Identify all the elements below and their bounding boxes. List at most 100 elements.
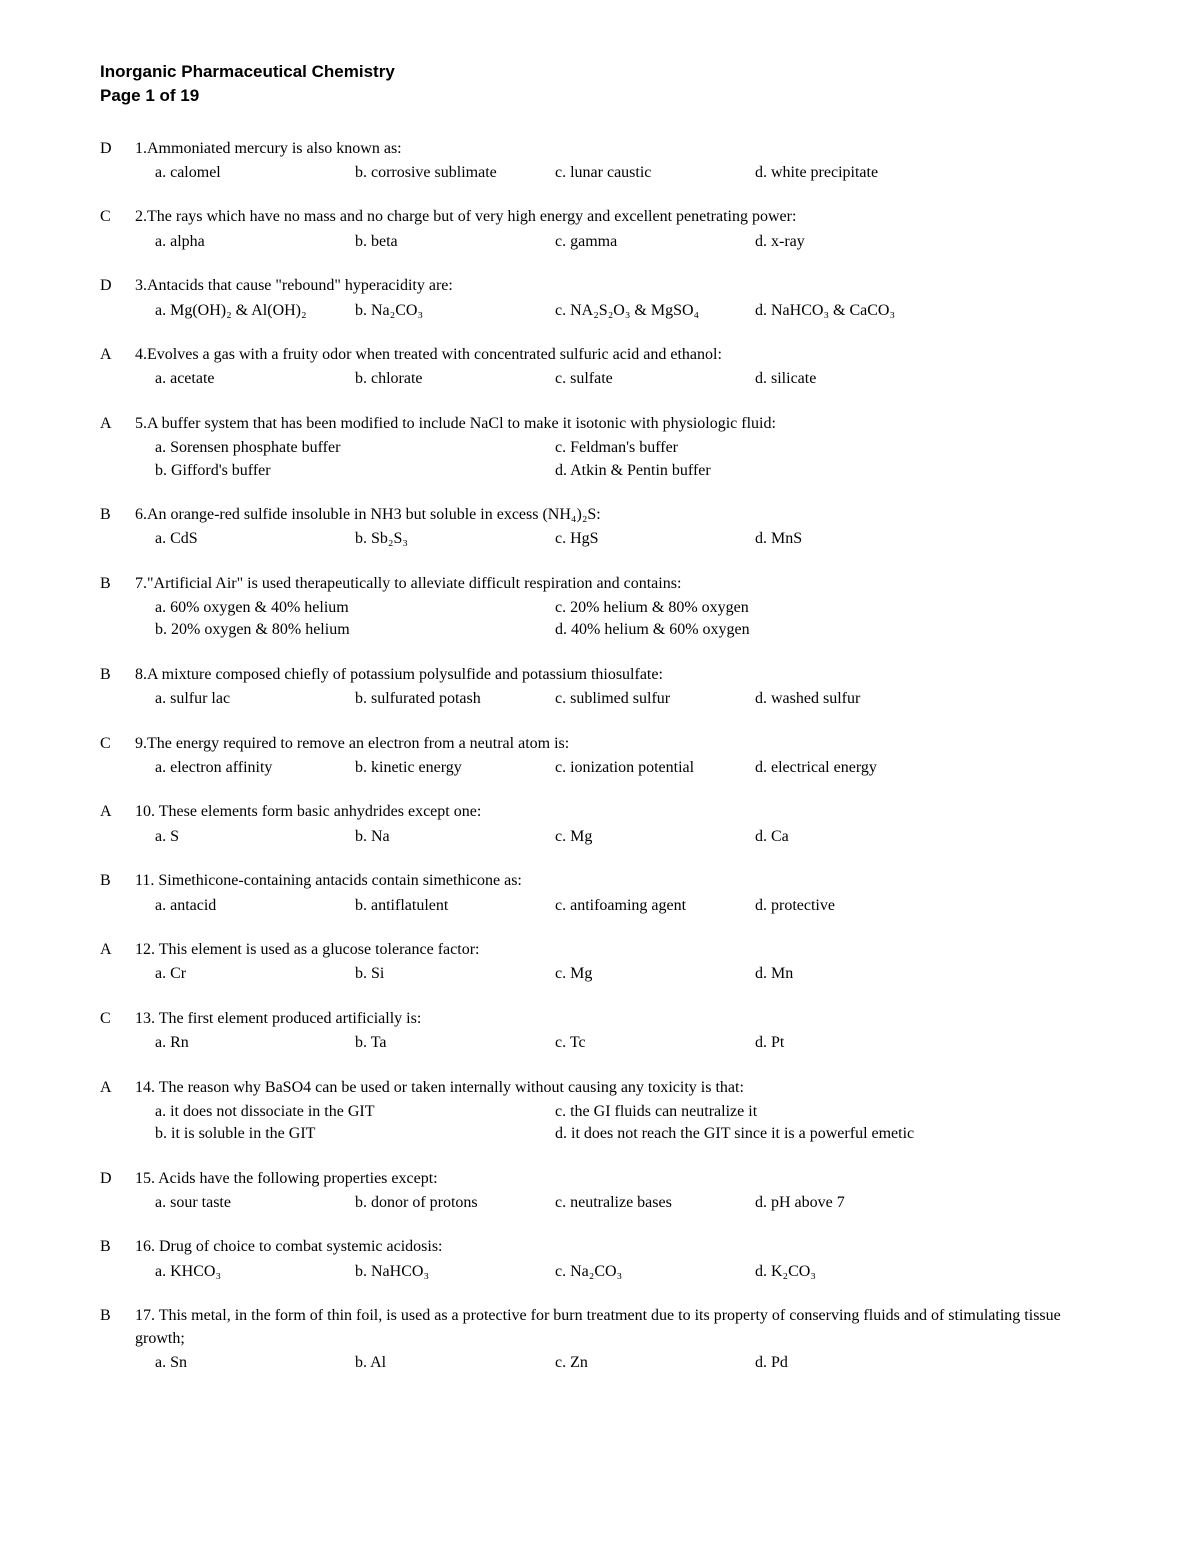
option-item: d. Mn (755, 963, 955, 985)
answer-letter: B (100, 573, 135, 642)
option-item: b. NaHCO₃ (355, 1261, 555, 1283)
answer-letter: A (100, 1077, 135, 1146)
question-content: 17. This metal, in the form of thin foil… (135, 1305, 1100, 1374)
options-grid: a. Crb. Sic. Mgd. Mn (135, 963, 1100, 985)
question-prompt: Evolves a gas with a fruity odor when tr… (147, 346, 722, 363)
option-item: d. washed sulfur (755, 688, 955, 710)
question-number: 7. (135, 575, 147, 592)
options-grid: a. KHCO₃b. NaHCO₃c. Na₂CO₃d. K₂CO₃ (135, 1261, 1100, 1283)
option-item: a. it does not dissociate in the GIT (155, 1101, 555, 1123)
option-item: b. sulfurated potash (355, 688, 555, 710)
option-item: a. electron affinity (155, 757, 355, 779)
question-text: 4.Evolves a gas with a fruity odor when … (135, 344, 1100, 366)
option-item: a. Rn (155, 1032, 355, 1054)
option-item: c. HgS (555, 528, 755, 550)
answer-letter: B (100, 1305, 135, 1374)
question-text: 17. This metal, in the form of thin foil… (135, 1305, 1100, 1350)
option-item: a. sour taste (155, 1192, 355, 1214)
option-item: c. 20% helium & 80% oxygen (555, 597, 955, 619)
question-prompt: Ammoniated mercury is also known as: (147, 140, 402, 157)
option-item: a. antacid (155, 895, 355, 917)
option-item: a. acetate (155, 368, 355, 390)
question-row: C2.The rays which have no mass and no ch… (100, 206, 1100, 253)
question-row: C13. The first element produced artifici… (100, 1008, 1100, 1055)
option-item: a. alpha (155, 231, 355, 253)
question-content: 13. The first element produced artificia… (135, 1008, 1100, 1055)
question-content: 4.Evolves a gas with a fruity odor when … (135, 344, 1100, 391)
option-item: c. lunar caustic (555, 162, 755, 184)
options-grid: a. sulfur lacb. sulfurated potashc. subl… (135, 688, 1100, 710)
option-item: d. electrical energy (755, 757, 955, 779)
answer-letter: A (100, 344, 135, 391)
options-grid: a. Rnb. Tac. Tcd. Pt (135, 1032, 1100, 1054)
options-grid: a. electron affinityb. kinetic energyc. … (135, 757, 1100, 779)
option-item: d. K₂CO₃ (755, 1261, 955, 1283)
answer-letter: B (100, 1236, 135, 1283)
question-number: 17. (135, 1307, 155, 1324)
option-item: a. Sorensen phosphate buffer (155, 437, 555, 459)
option-item: c. Tc (555, 1032, 755, 1054)
question-number: 16. (135, 1238, 155, 1255)
option-item: c. the GI fluids can neutralize it (555, 1101, 1055, 1123)
question-row: A5.A buffer system that has been modifie… (100, 413, 1100, 482)
question-prompt: Antacids that cause "rebound" hyperacidi… (147, 277, 453, 294)
answer-letter: B (100, 870, 135, 917)
question-number: 10. (135, 803, 155, 820)
option-item: c. ionization potential (555, 757, 755, 779)
option-item: c. Mg (555, 826, 755, 848)
question-content: 15. Acids have the following properties … (135, 1168, 1100, 1215)
option-item: c. Mg (555, 963, 755, 985)
options-grid: a. CdSb. Sb₂S₃c. HgSd. MnS (135, 528, 1100, 550)
option-item: d. protective (755, 895, 955, 917)
question-row: B7."Artificial Air" is used therapeutica… (100, 573, 1100, 642)
options-grid: a. acetateb. chloratec. sulfated. silica… (135, 368, 1100, 390)
question-prompt: These elements form basic anhydrides exc… (155, 803, 481, 820)
option-item: d. pH above 7 (755, 1192, 955, 1214)
question-row: D3.Antacids that cause "rebound" hyperac… (100, 275, 1100, 322)
question-text: 8.A mixture composed chiefly of potassiu… (135, 664, 1100, 686)
question-text: 7."Artificial Air" is used therapeutical… (135, 573, 1100, 595)
options-grid: a. Sb. Nac. Mgd. Ca (135, 826, 1100, 848)
answer-letter: A (100, 939, 135, 986)
option-item: a. KHCO₃ (155, 1261, 355, 1283)
options-grid: a. Sorensen phosphate bufferc. Feldman's… (135, 437, 1100, 482)
option-item: b. Ta (355, 1032, 555, 1054)
question-row: D15. Acids have the following properties… (100, 1168, 1100, 1215)
options-grid: a. it does not dissociate in the GITc. t… (135, 1101, 1100, 1146)
question-number: 3. (135, 277, 147, 294)
question-content: 9.The energy required to remove an elect… (135, 733, 1100, 780)
question-content: 1.Ammoniated mercury is also known as:a.… (135, 138, 1100, 185)
question-number: 9. (135, 735, 147, 752)
question-content: 12. This element is used as a glucose to… (135, 939, 1100, 986)
question-row: D1.Ammoniated mercury is also known as:a… (100, 138, 1100, 185)
questions-list: D 1.Ammoniated mercury is also known as:a… (100, 138, 1100, 1375)
question-number: 6. (135, 506, 147, 523)
option-item: b. chlorate (355, 368, 555, 390)
option-item: b. donor of protons (355, 1192, 555, 1214)
option-item: b. 20% oxygen & 80% helium (155, 619, 555, 641)
option-item: c. Feldman's buffer (555, 437, 955, 459)
answer-letter: D (100, 275, 135, 322)
question-row: B6.An orange-red sulfide insoluble in NH… (100, 504, 1100, 551)
question-number: 11. (135, 872, 154, 889)
document-title: Inorganic Pharmaceutical Chemistry (100, 60, 1100, 84)
question-text: 2.The rays which have no mass and no cha… (135, 206, 1100, 228)
options-grid: a. antacidb. antiflatulentc. antifoaming… (135, 895, 1100, 917)
question-row: B11. Simethicone-containing antacids con… (100, 870, 1100, 917)
option-item: d. MnS (755, 528, 955, 550)
option-item: b. Sb₂S₃ (355, 528, 555, 550)
question-text: 12. This element is used as a glucose to… (135, 939, 1100, 961)
option-item: b. corrosive sublimate (355, 162, 555, 184)
question-content: 11. Simethicone-containing antacids cont… (135, 870, 1100, 917)
option-item: a. Sn (155, 1352, 355, 1374)
option-item: c. antifoaming agent (555, 895, 755, 917)
option-item: b. it is soluble in the GIT (155, 1123, 555, 1145)
answer-letter: C (100, 733, 135, 780)
option-item: d. Ca (755, 826, 955, 848)
option-item: c. gamma (555, 231, 755, 253)
question-prompt: The first element produced artificially … (155, 1010, 421, 1027)
option-item: d. it does not reach the GIT since it is… (555, 1123, 1055, 1145)
question-prompt: A buffer system that has been modified t… (147, 415, 776, 432)
answer-letter: C (100, 206, 135, 253)
answer-letter: B (100, 504, 135, 551)
